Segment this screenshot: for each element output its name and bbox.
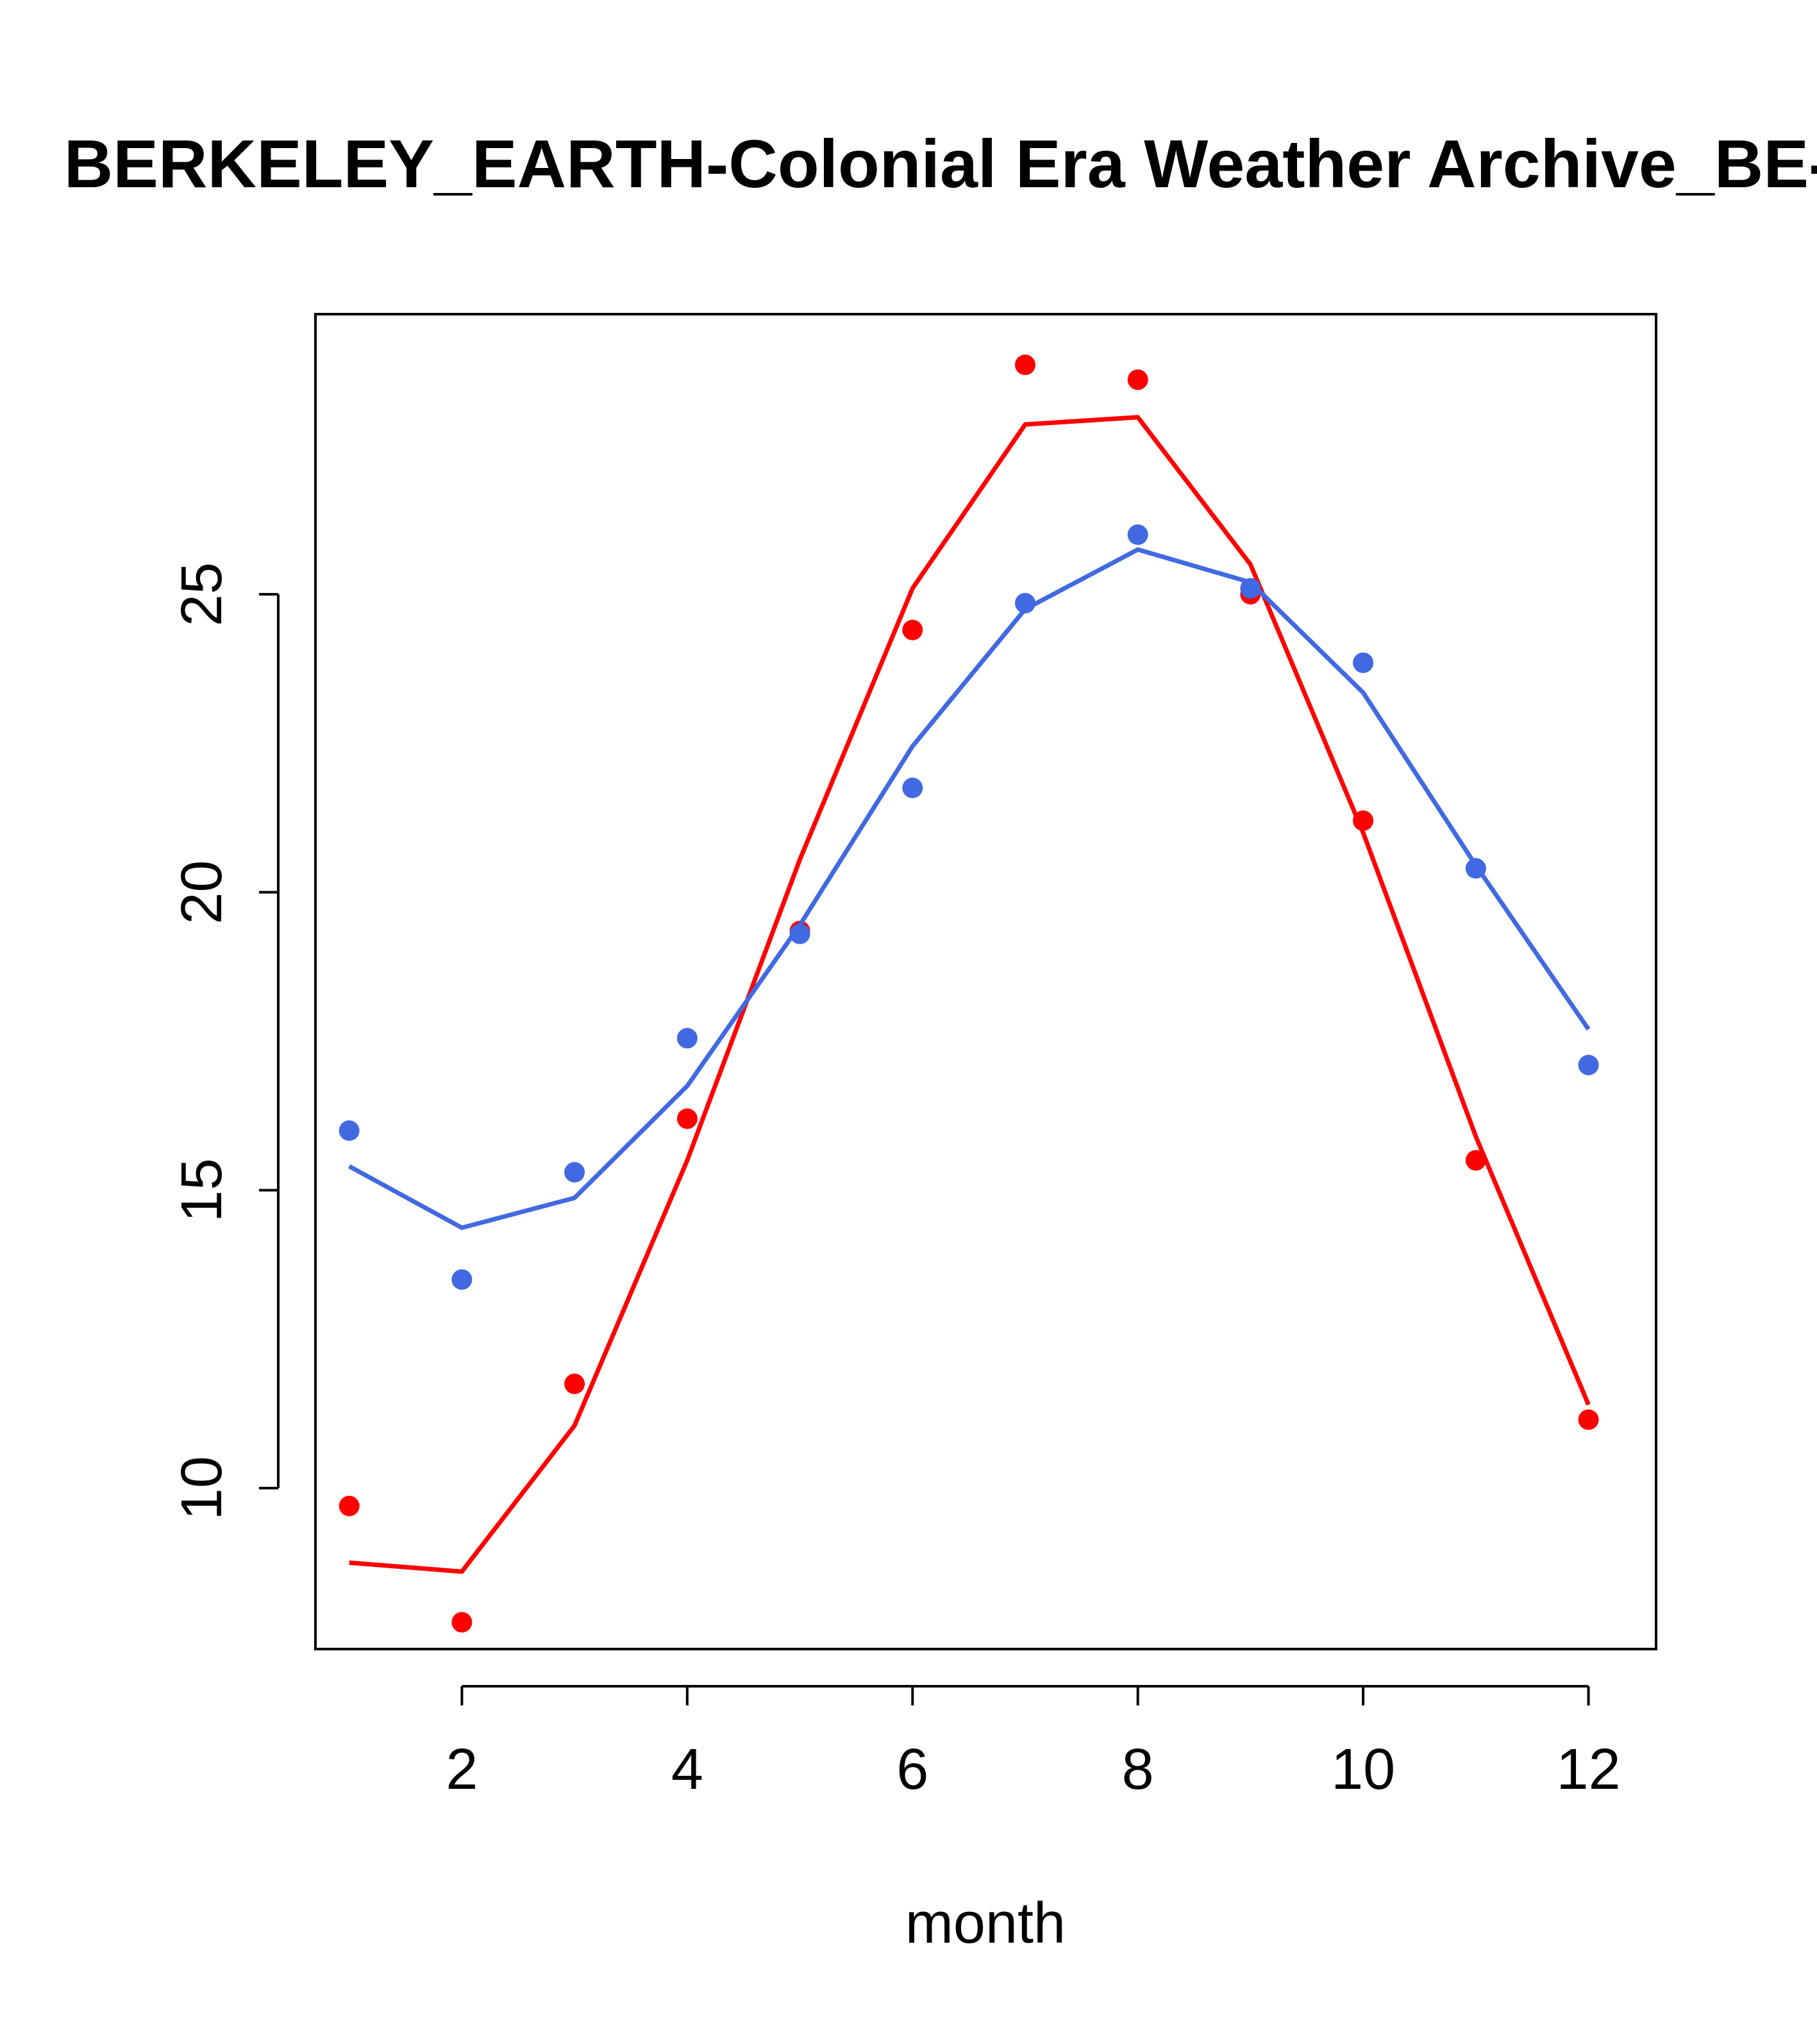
series-1-point <box>902 619 923 641</box>
x-tick-label: 6 <box>896 1738 928 1802</box>
series-2-point <box>1015 592 1035 614</box>
series-1-point <box>1353 810 1374 831</box>
series-2-point <box>676 1028 698 1049</box>
series-2-point <box>789 923 810 944</box>
series-2-point <box>1353 652 1374 673</box>
plot-frame <box>314 313 1657 1650</box>
series-1-point <box>1127 369 1148 390</box>
series-1-point <box>451 1612 473 1633</box>
x-tick-label: 8 <box>1122 1738 1154 1802</box>
y-axis: 10 15 20 25 <box>170 562 280 1520</box>
series-2-point <box>451 1269 473 1290</box>
series-2-point <box>339 1120 360 1141</box>
series-2-point <box>1578 1055 1599 1076</box>
y-tick-label: 10 <box>170 1456 234 1520</box>
y-tick-label: 25 <box>170 562 234 626</box>
x-axis: 2 4 6 8 10 12 <box>446 1685 1621 1802</box>
series-layer <box>339 355 1599 1633</box>
series-2-point <box>564 1162 585 1183</box>
series-1-fit-line <box>349 415 1591 1574</box>
series-2-point <box>1127 524 1148 545</box>
series-1-point <box>1015 355 1035 375</box>
series-2-point <box>1465 858 1486 879</box>
x-tick-label: 4 <box>671 1738 703 1802</box>
y-tick-label: 20 <box>170 860 234 925</box>
series-1-point <box>564 1373 585 1395</box>
y-tick-label: 15 <box>170 1158 234 1222</box>
x-tick-label: 12 <box>1557 1738 1621 1802</box>
series-2-point <box>1240 578 1261 599</box>
x-tick-label: 10 <box>1331 1738 1395 1802</box>
series-2-fit-line <box>348 547 1591 1230</box>
series-1-point <box>676 1108 698 1129</box>
series-1-point <box>1465 1150 1486 1171</box>
series-1-point <box>339 1495 360 1516</box>
x-axis-label: month <box>905 1891 1066 1956</box>
series-1-point <box>1578 1409 1599 1430</box>
x-tick-label: 2 <box>446 1738 478 1802</box>
series-2-point <box>902 777 923 798</box>
chart-title: BERKELEY_EARTH-Colonial Era Weather Arch… <box>64 126 1817 202</box>
